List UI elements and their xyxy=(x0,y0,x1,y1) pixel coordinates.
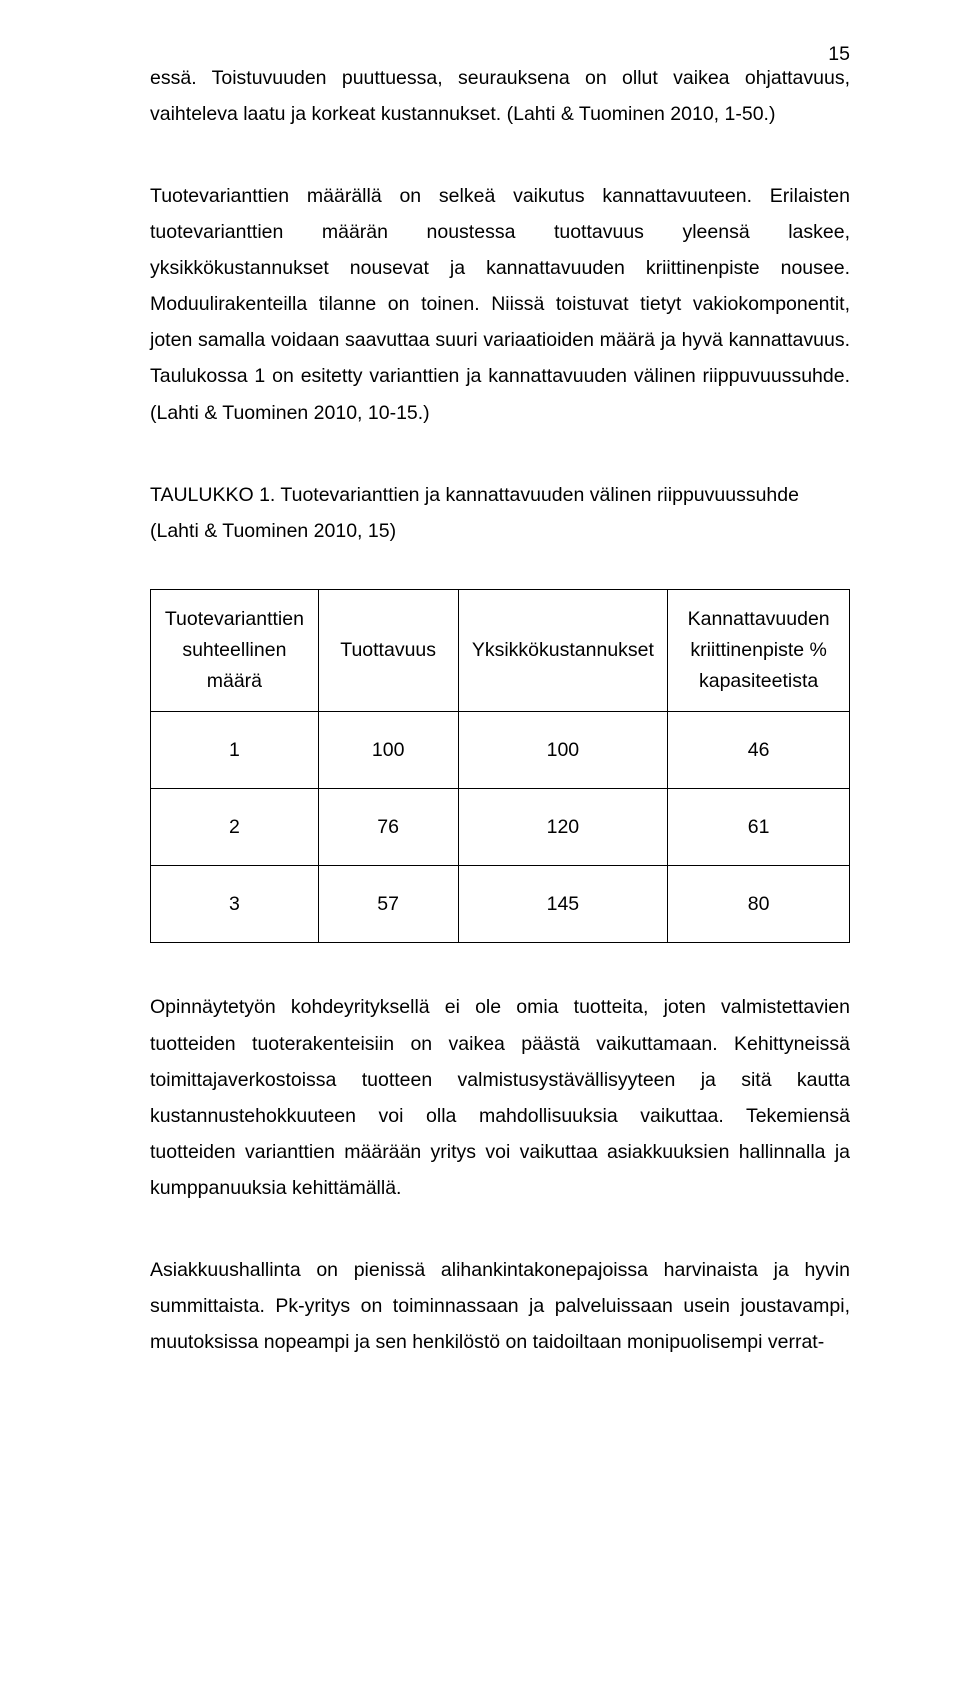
table-cell: 100 xyxy=(458,712,668,789)
table-header-cell: Kannattavuuden kriittinenpiste % kapasit… xyxy=(668,589,850,712)
table-cell: 76 xyxy=(318,789,458,866)
table-row: 2 76 120 61 xyxy=(151,789,850,866)
table-cell: 61 xyxy=(668,789,850,866)
table-cell: 57 xyxy=(318,866,458,943)
table-cell: 120 xyxy=(458,789,668,866)
table-caption: TAULUKKO 1. Tuotevarianttien ja kannatta… xyxy=(150,477,850,549)
paragraph: essä. Toistuvuuden puuttuessa, seuraukse… xyxy=(150,60,850,132)
table-cell: 100 xyxy=(318,712,458,789)
table-cell: 80 xyxy=(668,866,850,943)
table-row: 3 57 145 80 xyxy=(151,866,850,943)
table-cell: 145 xyxy=(458,866,668,943)
table-cell: 2 xyxy=(151,789,319,866)
table-row: 1 100 100 46 xyxy=(151,712,850,789)
table-cell: 3 xyxy=(151,866,319,943)
paragraph: Opinnäytetyön kohdeyrityksellä ei ole om… xyxy=(150,989,850,1205)
paragraph: Asiakkuushallinta on pienissä alihankint… xyxy=(150,1252,850,1360)
table-header-cell: Tuottavuus xyxy=(318,589,458,712)
table-cell: 1 xyxy=(151,712,319,789)
table-header-row: Tuotevarianttien suhteellinen määrä Tuot… xyxy=(151,589,850,712)
table-cell: 46 xyxy=(668,712,850,789)
table-header-cell: Yksikkökustannukset xyxy=(458,589,668,712)
document-page: 15 essä. Toistuvuuden puuttuessa, seurau… xyxy=(0,0,960,1682)
data-table: Tuotevarianttien suhteellinen määrä Tuot… xyxy=(150,589,850,944)
paragraph: Tuotevarianttien määrällä on selkeä vaik… xyxy=(150,178,850,430)
table-header-cell: Tuotevarianttien suhteellinen määrä xyxy=(151,589,319,712)
page-number: 15 xyxy=(828,36,850,72)
